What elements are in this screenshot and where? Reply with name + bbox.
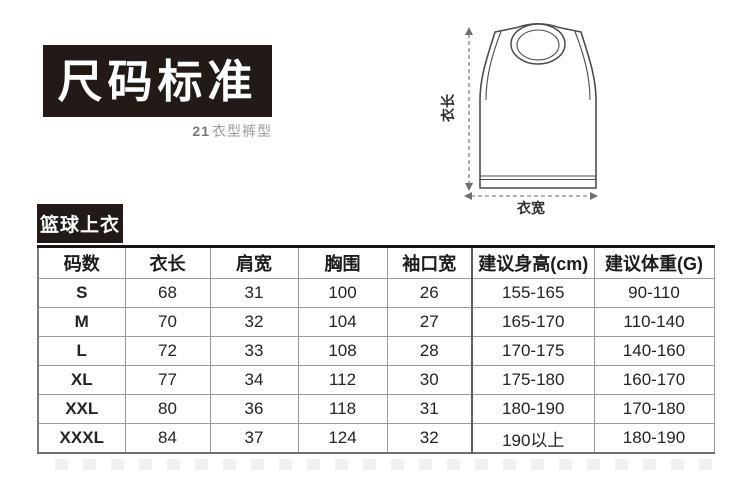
table-cell: 180-190: [593, 423, 715, 454]
column-header: 码数: [37, 246, 126, 279]
length-arrowhead-top: [465, 27, 473, 35]
table-cell: 30: [386, 365, 473, 395]
armhole-left-inner: [485, 31, 502, 101]
title-banner: 尺码标准: [43, 45, 272, 117]
size-cell: XXL: [37, 394, 126, 424]
column-header: 衣长: [124, 246, 211, 279]
table-cell: 80: [124, 394, 211, 424]
size-table: 码数 衣长 肩宽 胸围 袖口宽 建议身高(cm) 建议体重(G) S 68 31 100 26 155…: [37, 245, 715, 454]
column-header: 肩宽: [209, 246, 299, 279]
table-cell: 190以上: [471, 423, 595, 454]
table-cell: 26: [386, 278, 473, 308]
table-cell: 165-170: [471, 307, 595, 337]
table-cell: 118: [297, 394, 388, 424]
table-cell: 140-160: [593, 336, 715, 366]
column-header: 建议身高(cm): [471, 246, 595, 279]
table-cell: 27: [386, 307, 473, 337]
length-label: 衣长: [440, 93, 456, 122]
table-cell: 68: [124, 278, 211, 308]
width-arrowhead-right: [590, 192, 598, 200]
table-cell: 100: [297, 278, 388, 308]
subtitle-number: 21: [192, 123, 210, 139]
length-arrowhead-bottom: [465, 183, 473, 191]
watermark-dots: [55, 459, 720, 470]
table-cell: 28: [386, 336, 473, 366]
jersey-sketch: 衣长 衣宽: [440, 22, 598, 216]
table-cell: 36: [209, 394, 299, 424]
table-cell: 124: [297, 423, 388, 454]
table-cell: 110-140: [593, 307, 715, 337]
table-row: XL 77 34 112 30 175-180 160-170: [37, 365, 715, 395]
size-cell: S: [37, 278, 126, 308]
armhole-right-inner: [574, 31, 591, 101]
column-header: 袖口宽: [386, 246, 473, 279]
section-label: 篮球上衣: [37, 204, 123, 243]
table-cell: 31: [209, 278, 299, 308]
column-header: 建议体重(G): [593, 246, 715, 279]
table-row: XXL 80 36 118 31 180-190 170-180: [37, 394, 715, 424]
table-cell: 31: [386, 394, 473, 424]
jersey-diagram: 衣长 衣宽: [440, 8, 665, 223]
table-cell: 32: [386, 423, 473, 454]
column-header: 胸围: [297, 246, 388, 279]
table-row: S 68 31 100 26 155-165 90-110: [37, 278, 715, 308]
table-cell: 170-180: [593, 394, 715, 424]
page-title: 尺码标准: [57, 55, 258, 107]
table-cell: 77: [124, 365, 211, 395]
section-label-text: 篮球上衣: [39, 215, 120, 236]
table-row: XXXL 84 37 124 32 190以上 180-190: [37, 423, 715, 454]
table-cell: 70: [124, 307, 211, 337]
table-cell: 155-165: [471, 278, 595, 308]
table-cell: 104: [297, 307, 388, 337]
size-cell: M: [37, 307, 126, 337]
table-cell: 160-170: [593, 365, 715, 395]
width-label: 衣宽: [517, 200, 545, 216]
header-row: 码数 衣长 肩宽 胸围 袖口宽 建议身高(cm) 建议体重(G): [37, 246, 715, 279]
table-cell: 34: [209, 365, 299, 395]
table-row: L 72 33 108 28 170-175 140-160: [37, 336, 715, 366]
subtitle-text: 衣型裤型: [212, 123, 272, 139]
table-cell: 170-175: [471, 336, 595, 366]
width-arrowhead-left: [464, 192, 472, 200]
size-cell: XXXL: [37, 423, 126, 454]
size-cell: XL: [37, 365, 126, 395]
subtitle: 21 衣型裤型: [43, 121, 272, 141]
table-cell: 108: [297, 336, 388, 366]
table-cell: 32: [209, 307, 299, 337]
table-cell: 72: [124, 336, 211, 366]
table-cell: 33: [209, 336, 299, 366]
table-cell: 90-110: [593, 278, 715, 308]
size-cell: L: [37, 336, 126, 366]
table-row: M 70 32 104 27 165-170 110-140: [37, 307, 715, 337]
table-cell: 84: [124, 423, 211, 454]
table-cell: 175-180: [471, 365, 595, 395]
table-cell: 180-190: [471, 394, 595, 424]
table-cell: 37: [209, 423, 299, 454]
table-cell: 112: [297, 365, 388, 395]
collar-inner: [516, 29, 560, 61]
